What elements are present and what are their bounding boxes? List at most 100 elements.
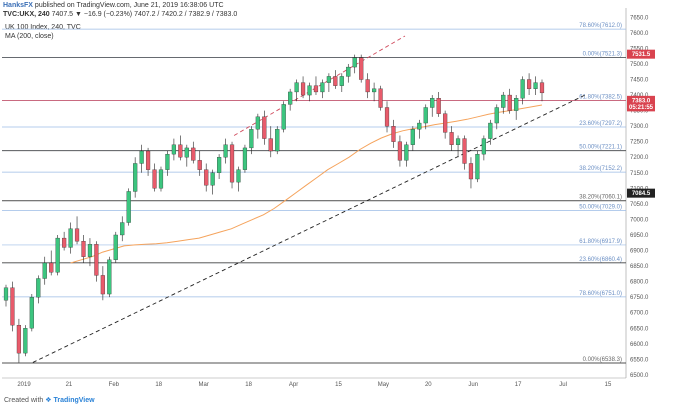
candle: [494, 107, 499, 124]
candle: [313, 85, 319, 93]
ma200-line: [70, 104, 543, 264]
candle: [49, 262, 54, 273]
y-tick-label: 6750.0: [630, 295, 649, 301]
candle: [178, 144, 183, 158]
candle: [391, 126, 396, 142]
candle: [378, 88, 383, 108]
y-tick-label: 7450.0: [630, 78, 649, 84]
price-badge-label: 05:21:55: [629, 105, 654, 111]
footer-prefix: Created with: [4, 397, 44, 404]
candle: [120, 222, 125, 236]
candle: [236, 169, 241, 183]
candle: [281, 104, 286, 130]
y-tick-label: 7300.0: [630, 124, 649, 130]
candle: [526, 79, 532, 89]
y-tick-label: 6550.0: [630, 357, 649, 363]
candle: [455, 138, 461, 145]
fib-label: 38.20%(7060.1): [579, 195, 622, 201]
y-tick-label: 7650.0: [630, 15, 649, 21]
fib-label: 0.00%(6538.3): [583, 357, 622, 363]
fib-label: 50.00%(7221.1): [579, 145, 622, 151]
candle: [320, 82, 325, 93]
fib-label: 38.20%(7152.2): [579, 166, 622, 172]
fib-label: 78.60%(7612.0): [579, 23, 622, 29]
candle: [262, 116, 267, 139]
candle: [152, 169, 157, 189]
candle: [268, 138, 273, 152]
y-tick-label: 6600.0: [630, 342, 649, 348]
ohlc-text: 7407.5 ▼ −16.9 (−0.23%) 7407.2 / 7420.2 …: [51, 11, 238, 18]
candle: [294, 82, 299, 93]
candle: [210, 172, 215, 186]
header-line-2: TVC:UKX, 240 7407.5 ▼ −16.9 (−0.23%) 740…: [3, 11, 237, 18]
candle: [242, 147, 248, 170]
candle: [443, 113, 448, 133]
candle: [533, 82, 538, 89]
x-tick-label: 18: [155, 382, 162, 388]
price-badge: [627, 188, 655, 198]
y-tick-label: 6950.0: [630, 233, 649, 239]
candle: [352, 57, 357, 68]
ma-legend: MA (200, close): [5, 33, 54, 40]
candle: [339, 76, 344, 86]
author-name[interactable]: HanksFX: [3, 2, 33, 9]
candle: [184, 147, 189, 158]
candle: [539, 82, 545, 94]
candle: [346, 66, 351, 77]
candle: [507, 94, 512, 111]
candle: [23, 328, 28, 354]
x-tick-label: May: [378, 382, 389, 388]
candle: [42, 262, 47, 279]
y-tick-label: 6500.0: [630, 373, 649, 379]
fib-label: 50.00%(7029.0): [579, 204, 622, 210]
candle: [133, 163, 138, 192]
candle: [55, 237, 60, 273]
candle: [384, 107, 390, 127]
candle: [397, 141, 403, 161]
candle: [417, 122, 422, 130]
x-tick-label: 15: [605, 382, 612, 388]
x-tick-label: 2019: [17, 382, 31, 388]
x-tick-label: 21: [66, 382, 73, 388]
candle: [481, 138, 486, 155]
footer: Created with ❖ TradingView: [4, 396, 95, 404]
candle: [223, 144, 228, 158]
candle: [255, 116, 260, 130]
candle: [249, 129, 254, 149]
price-badge: [627, 49, 655, 59]
candle: [113, 234, 118, 260]
candle: [430, 98, 435, 108]
candle: [514, 98, 519, 111]
fib-label: 61.80%(7382.5): [579, 95, 622, 101]
footer-brand[interactable]: TradingView: [53, 397, 95, 404]
y-tick-label: 7250.0: [630, 140, 649, 146]
candle: [520, 79, 525, 99]
x-tick-label: Apr: [289, 382, 298, 388]
y-tick-label: 7600.0: [630, 31, 649, 37]
candle: [423, 107, 428, 124]
candle: [94, 244, 99, 276]
candle: [449, 132, 454, 145]
x-tick-label: 15: [335, 382, 342, 388]
fib-label: 23.60%(6860.4): [579, 257, 622, 263]
candle: [10, 287, 15, 326]
x-tick-label: 17: [515, 382, 522, 388]
y-tick-label: 7350.0: [630, 109, 649, 115]
chart-title: UK 100 Index, 240, TVC: [5, 24, 81, 31]
candle: [410, 129, 415, 145]
header-line-1: HanksFX published on TradingView.com, Ju…: [3, 2, 224, 9]
candle: [275, 129, 280, 152]
candle: [107, 259, 112, 295]
y-tick-label: 7500.0: [630, 62, 649, 68]
fib-label: 78.60%(6751.0): [579, 291, 622, 297]
candle: [81, 241, 86, 257]
candle: [145, 150, 151, 170]
candle: [87, 244, 93, 257]
candle: [436, 98, 441, 114]
tradingview-logo-icon: ❖: [45, 397, 52, 404]
candle: [74, 228, 80, 242]
x-tick-label: Mar: [199, 382, 209, 388]
candle: [333, 76, 338, 86]
candle: [29, 297, 34, 329]
